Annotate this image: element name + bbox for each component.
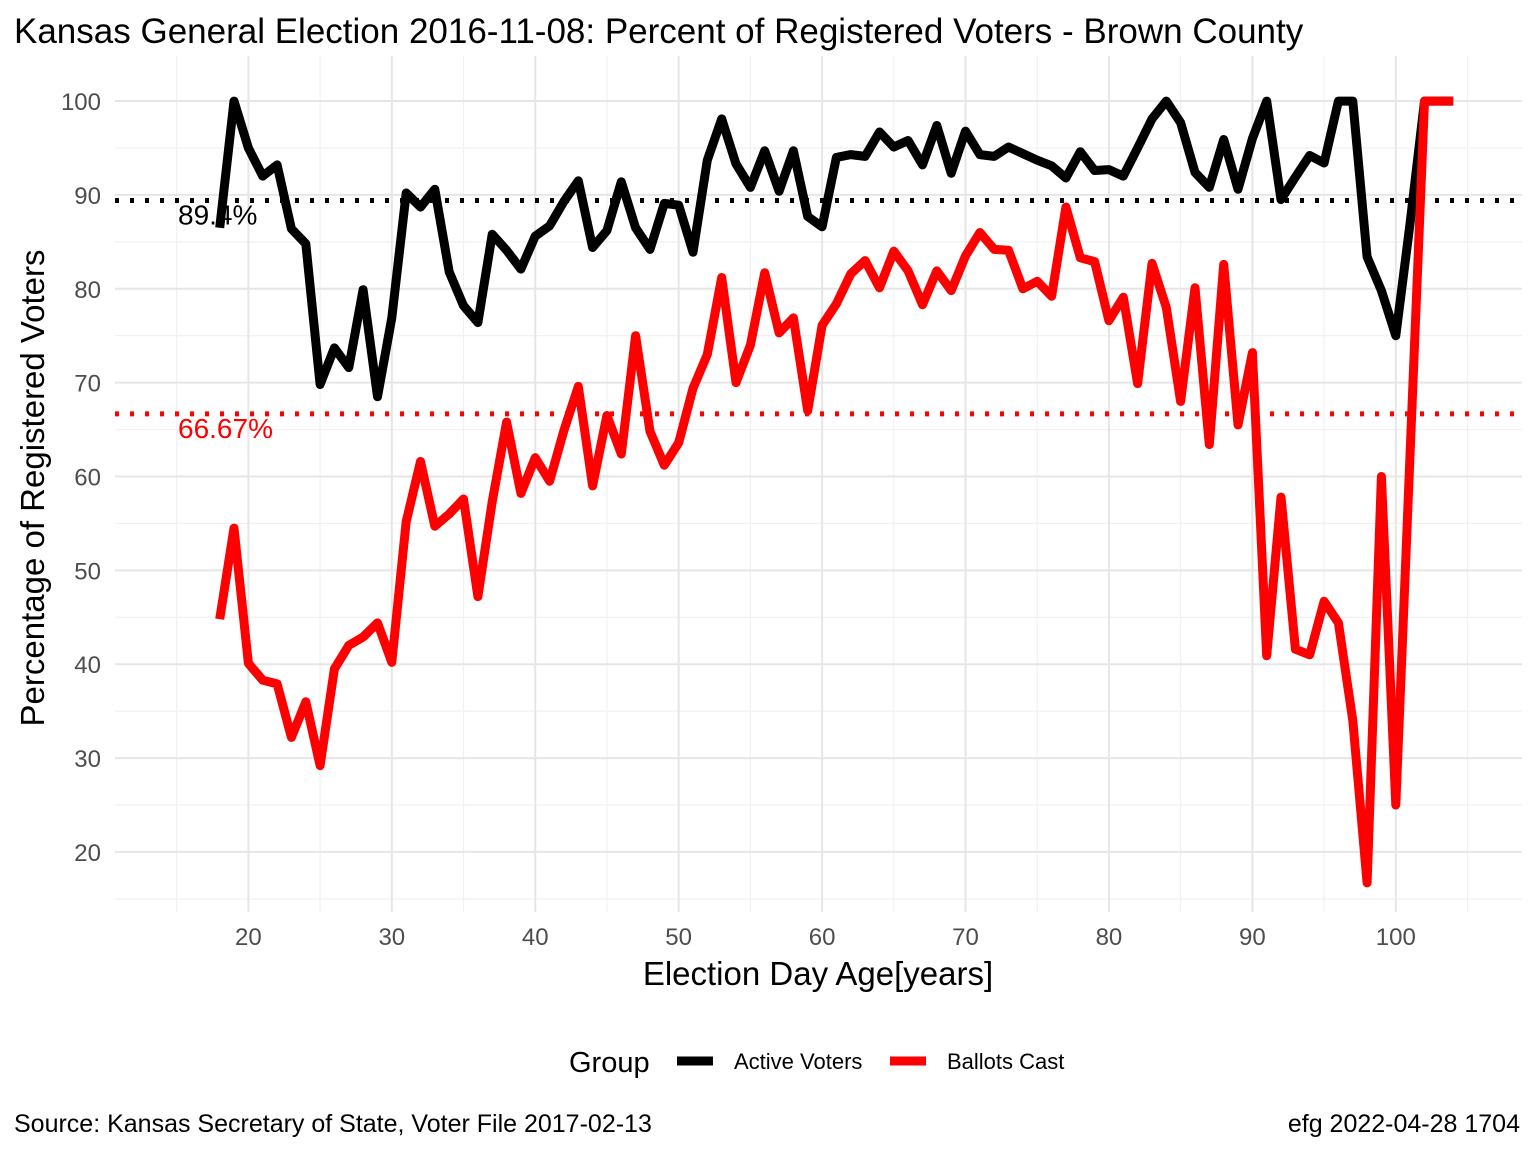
series-lines <box>215 96 1454 888</box>
y-tick-labels: 20 30 40 50 60 70 80 90 100 <box>61 89 101 867</box>
y-tick-label: 90 <box>74 183 101 210</box>
legend: Group Active Voters Ballots Cast <box>569 1047 1064 1079</box>
legend-label-ballots-cast: Ballots Cast <box>947 1049 1064 1074</box>
x-tick-label: 90 <box>1239 924 1266 951</box>
chart-title: Kansas General Election 2016-11-08: Perc… <box>14 12 1304 51</box>
x-tick-label: 100 <box>1376 924 1416 951</box>
caption-source: Source: Kansas Secretary of State, Voter… <box>14 1110 652 1138</box>
caption-credit: efg 2022-04-28 1704 <box>1288 1110 1520 1138</box>
x-tick-label: 70 <box>952 924 979 951</box>
x-tick-label: 40 <box>522 924 549 951</box>
y-tick-label: 80 <box>74 277 101 304</box>
reference-line-label: 66.67% <box>178 413 273 444</box>
x-axis-label: Election Day Age[years] <box>643 955 993 992</box>
y-tick-label: 70 <box>74 371 101 398</box>
y-axis-label: Percentage of Registered Voters <box>14 250 51 727</box>
reference-labels: 89.4% 66.67% <box>178 200 273 444</box>
reference-lines <box>115 198 1522 417</box>
y-tick-label: 30 <box>74 746 101 773</box>
x-tick-label: 30 <box>378 924 405 951</box>
x-tick-label: 80 <box>1096 924 1123 951</box>
x-tick-labels: 20 30 40 50 60 70 80 90 100 <box>235 924 1416 951</box>
legend-label-active-voters: Active Voters <box>734 1049 862 1074</box>
y-tick-label: 20 <box>74 840 101 867</box>
y-tick-label: 40 <box>74 652 101 679</box>
x-tick-label: 50 <box>665 924 692 951</box>
x-tick-label: 20 <box>235 924 262 951</box>
x-tick-label: 60 <box>809 924 836 951</box>
legend-title: Group <box>569 1047 650 1079</box>
series-line <box>215 96 1454 888</box>
reference-line-label: 89.4% <box>178 200 257 231</box>
y-tick-label: 50 <box>74 558 101 585</box>
series-line <box>215 96 1454 402</box>
y-tick-label: 100 <box>61 89 101 116</box>
y-tick-label: 60 <box>74 464 101 491</box>
